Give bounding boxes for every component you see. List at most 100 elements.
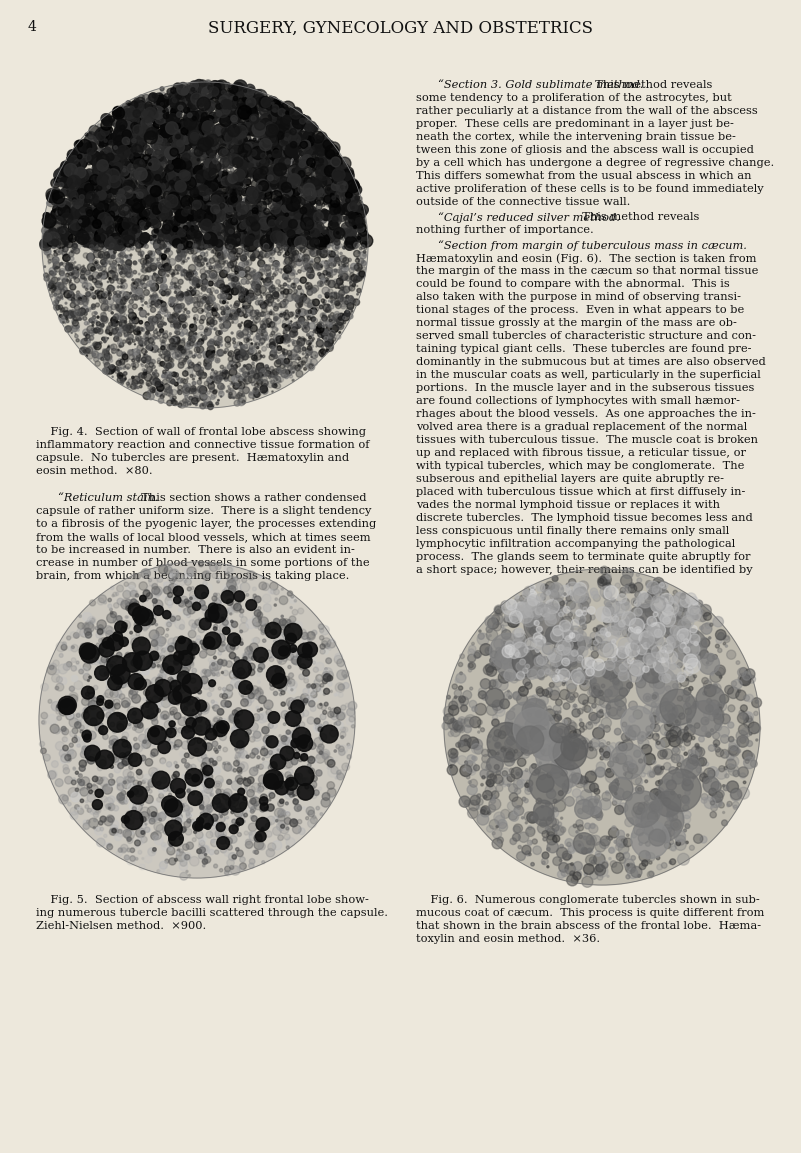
Circle shape: [80, 782, 84, 785]
Circle shape: [695, 744, 699, 747]
Circle shape: [501, 746, 506, 752]
Circle shape: [279, 662, 281, 664]
Circle shape: [145, 351, 147, 353]
Circle shape: [606, 699, 626, 719]
Circle shape: [247, 155, 260, 167]
Circle shape: [163, 587, 171, 594]
Circle shape: [247, 107, 252, 113]
Circle shape: [517, 671, 525, 679]
Circle shape: [272, 630, 277, 634]
Circle shape: [232, 397, 235, 399]
Circle shape: [140, 145, 144, 150]
Circle shape: [624, 660, 631, 666]
Circle shape: [311, 146, 312, 148]
Circle shape: [183, 574, 192, 582]
Circle shape: [273, 347, 275, 349]
Circle shape: [214, 600, 221, 606]
Circle shape: [340, 318, 343, 321]
Circle shape: [627, 864, 635, 872]
Circle shape: [227, 685, 233, 691]
Circle shape: [352, 218, 365, 231]
Circle shape: [229, 836, 237, 843]
Circle shape: [65, 302, 67, 304]
Circle shape: [86, 233, 90, 236]
Circle shape: [338, 684, 344, 691]
Circle shape: [51, 675, 60, 683]
Circle shape: [634, 749, 641, 758]
Circle shape: [256, 133, 258, 134]
Circle shape: [627, 864, 630, 866]
Circle shape: [165, 859, 169, 864]
Circle shape: [174, 322, 180, 329]
Circle shape: [252, 355, 257, 361]
Circle shape: [602, 684, 605, 688]
Circle shape: [303, 322, 309, 327]
Circle shape: [163, 114, 167, 118]
Circle shape: [561, 588, 563, 590]
Circle shape: [320, 306, 323, 309]
Circle shape: [282, 187, 288, 193]
Circle shape: [524, 812, 533, 821]
Circle shape: [103, 221, 109, 227]
Circle shape: [227, 194, 240, 206]
Circle shape: [490, 650, 497, 658]
Circle shape: [119, 171, 125, 178]
Circle shape: [192, 378, 195, 380]
Circle shape: [283, 142, 289, 149]
Circle shape: [247, 148, 254, 155]
Circle shape: [86, 300, 89, 303]
Circle shape: [245, 299, 248, 301]
Circle shape: [78, 297, 84, 304]
Circle shape: [111, 322, 115, 326]
Circle shape: [272, 101, 274, 105]
Circle shape: [86, 292, 91, 296]
Circle shape: [255, 206, 258, 209]
Circle shape: [510, 737, 522, 748]
Circle shape: [553, 857, 562, 866]
Circle shape: [259, 126, 261, 128]
Circle shape: [115, 621, 127, 633]
Circle shape: [58, 183, 60, 184]
Circle shape: [449, 759, 455, 766]
Circle shape: [219, 331, 222, 334]
Circle shape: [252, 208, 256, 212]
Circle shape: [132, 326, 135, 329]
Circle shape: [125, 752, 132, 760]
Circle shape: [113, 198, 117, 203]
Circle shape: [118, 359, 123, 363]
Circle shape: [200, 246, 203, 248]
Circle shape: [129, 300, 133, 304]
Circle shape: [304, 150, 309, 153]
Circle shape: [284, 134, 291, 141]
Circle shape: [126, 234, 131, 239]
Circle shape: [280, 195, 290, 204]
Circle shape: [176, 133, 179, 135]
Circle shape: [263, 126, 268, 130]
Circle shape: [109, 243, 112, 246]
Circle shape: [728, 746, 738, 755]
Circle shape: [298, 351, 300, 353]
Circle shape: [222, 175, 226, 180]
Circle shape: [125, 821, 129, 824]
Circle shape: [43, 212, 50, 219]
Circle shape: [207, 357, 211, 361]
Circle shape: [169, 570, 179, 580]
Circle shape: [53, 205, 60, 212]
Circle shape: [170, 133, 177, 140]
Circle shape: [485, 784, 497, 796]
Circle shape: [275, 360, 281, 367]
Circle shape: [149, 618, 155, 625]
Circle shape: [114, 145, 117, 149]
Circle shape: [690, 625, 698, 633]
Circle shape: [131, 217, 137, 223]
Circle shape: [58, 227, 60, 231]
Circle shape: [286, 747, 294, 754]
Circle shape: [279, 734, 281, 737]
Circle shape: [255, 383, 259, 387]
Circle shape: [323, 231, 326, 234]
Circle shape: [127, 163, 137, 173]
Circle shape: [201, 572, 210, 580]
Circle shape: [617, 650, 624, 657]
Circle shape: [309, 261, 313, 265]
Circle shape: [206, 670, 210, 673]
